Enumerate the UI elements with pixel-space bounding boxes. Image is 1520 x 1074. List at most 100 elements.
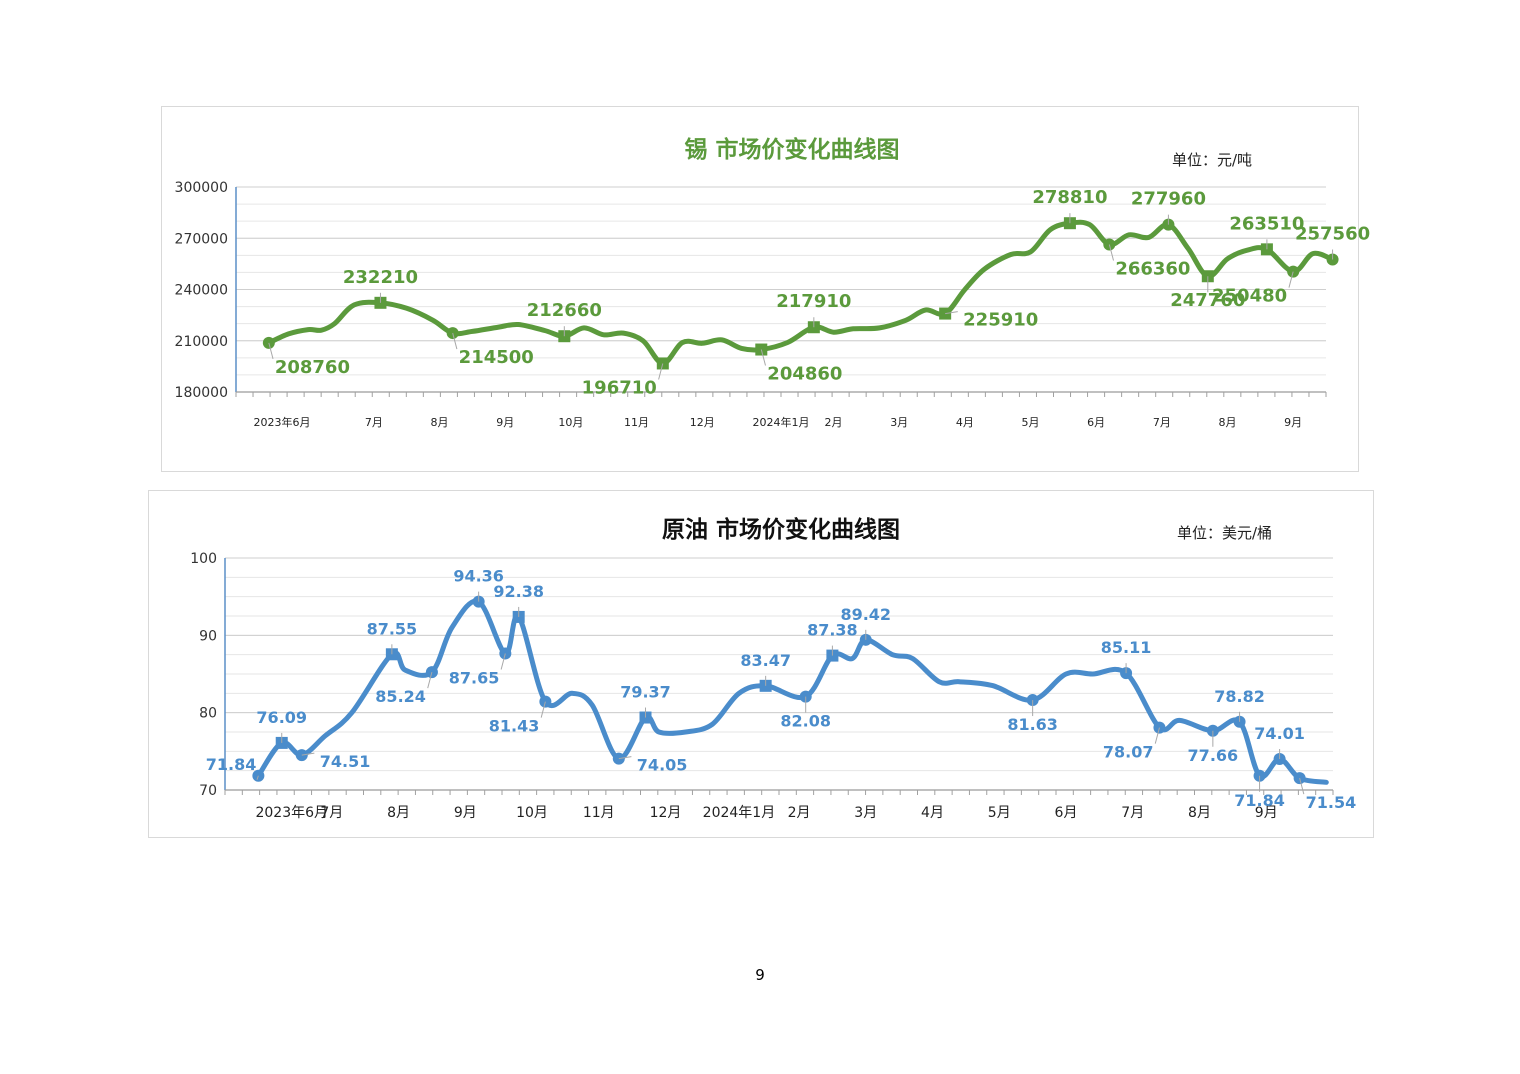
unit-label: 单位：美元/桶	[1177, 524, 1272, 542]
leader-line	[1299, 777, 1305, 795]
chart-title: 原油 市场价变化曲线图	[662, 516, 900, 543]
tin-data-label: 196710	[582, 377, 657, 398]
x-tick-label: 10月	[558, 416, 583, 429]
oil-point-circle	[1120, 667, 1133, 680]
oil-data-label: 71.54	[1306, 793, 1357, 812]
y-tick-label: 70	[199, 783, 217, 799]
tin-data-label: 278810	[1032, 187, 1107, 208]
tin-data-label: 247760	[1170, 290, 1245, 311]
x-tick-label: 9月	[1255, 805, 1278, 821]
leader-line	[427, 672, 433, 689]
tin-price-chart: 锡 市场价变化曲线图 单位：元/吨 300000 270000 240000 210000…	[161, 106, 1371, 472]
oil-data-label: 81.63	[1007, 715, 1058, 734]
x-tick-label: 2月	[825, 416, 843, 429]
tin-point-circle	[1162, 218, 1175, 231]
oil-data-label: 71.84	[206, 755, 257, 774]
tin-data-label: 214500	[459, 347, 534, 368]
leader-line	[618, 756, 632, 760]
y-tick-label: 180000	[175, 385, 228, 401]
oil-data-label: 76.09	[256, 708, 307, 727]
oil-data-label: 78.82	[1214, 687, 1265, 706]
tin-data-label: 263510	[1229, 213, 1304, 234]
x-tick-label: 7月	[365, 416, 383, 429]
tin-data-label: 232210	[343, 267, 418, 288]
oil-data-label: 85.24	[375, 687, 426, 706]
leader-line	[301, 752, 315, 756]
leader-line	[1154, 727, 1160, 744]
tin-data-label: 277960	[1131, 189, 1206, 210]
tin-data-label: 212660	[527, 300, 602, 321]
crude-oil-price-chart: 原油 市场价变化曲线图 单位：美元/桶 100 90 80 70 2023年6月 7月 8月 9月…	[148, 490, 1374, 838]
x-tick-label: 2月	[788, 805, 811, 821]
x-tick-label: 5月	[1022, 416, 1040, 429]
x-tick-label: 6月	[1055, 805, 1078, 821]
x-tick-label: 4月	[921, 805, 944, 821]
oil-data-label: 85.11	[1101, 638, 1152, 657]
x-tick-label: 3月	[890, 416, 908, 429]
x-tick-label: 7月	[320, 805, 343, 821]
oil-point-square	[639, 711, 652, 724]
oil-data-label: 87.55	[367, 619, 418, 638]
oil-data-label: 79.37	[620, 683, 671, 702]
oil-point-circle	[425, 666, 438, 679]
x-tick-label: 8月	[1219, 416, 1237, 429]
x-tick-label: 10月	[516, 805, 548, 821]
oil-data-label: 77.66	[1188, 746, 1239, 765]
x-tick-label: 7月	[1121, 805, 1144, 821]
oil-data-label: 83.47	[740, 651, 791, 670]
oil-data-label: 74.51	[320, 752, 371, 771]
leader-line	[256, 775, 259, 780]
x-tick-label: 12月	[690, 416, 715, 429]
tin-data-label: 257560	[1295, 224, 1370, 245]
leader-line	[268, 342, 274, 359]
leader-line	[658, 363, 664, 380]
oil-point-circle	[799, 690, 812, 703]
tin-point-square	[939, 307, 952, 320]
tin-chart-svg: 锡 市场价变化曲线图 单位：元/吨 300000 270000 240000 210000…	[175, 136, 1371, 429]
x-tick-label: 3月	[854, 805, 877, 821]
x-tick-label: 8月	[1188, 805, 1211, 821]
x-tick-label: 2024年1月	[703, 805, 776, 821]
oil-point-square	[385, 648, 398, 661]
y-tick-label: 80	[199, 706, 217, 722]
y-tick-label: 300000	[175, 180, 228, 196]
x-tick-label: 2023年6月	[253, 415, 310, 429]
tin-data-label: 225910	[963, 310, 1038, 331]
x-tick-label: 6月	[1087, 416, 1105, 429]
oil-data-label: 82.08	[780, 712, 831, 731]
x-tick-label: 2024年1月	[753, 415, 810, 429]
tin-data-label: 217910	[776, 291, 851, 312]
leader-line	[540, 701, 546, 718]
oil-data-label: 78.07	[1103, 743, 1154, 762]
x-tick-label: 5月	[988, 805, 1011, 821]
oil-data-label: 81.43	[489, 717, 540, 736]
leader-line	[500, 653, 506, 670]
leader-line	[1288, 271, 1294, 288]
x-tick-label: 11月	[583, 805, 615, 821]
x-tick-label: 11月	[624, 416, 649, 429]
oil-point-circle	[499, 647, 512, 660]
oil-point-circle	[252, 769, 265, 782]
x-tick-label: 8月	[387, 805, 410, 821]
chart-title: 锡 市场价变化曲线图	[684, 136, 899, 163]
y-tick-label: 90	[199, 628, 217, 644]
y-tick-label: 100	[190, 551, 217, 567]
tin-data-label: 204860	[767, 364, 842, 385]
oil-data-label: 92.38	[493, 582, 544, 601]
oil-point-square	[759, 679, 772, 692]
oil-point-circle	[1253, 769, 1266, 782]
unit-label: 单位：元/吨	[1172, 151, 1252, 169]
y-tick-label: 240000	[175, 283, 228, 299]
tin-price-line	[266, 219, 1336, 366]
y-tick-label: 270000	[175, 231, 228, 247]
x-tick-label: 7月	[1153, 416, 1171, 429]
leader-line	[760, 349, 766, 366]
oil-data-label: 94.36	[453, 567, 504, 586]
oil-data-label: 89.42	[840, 605, 891, 624]
tin-point-square	[656, 357, 669, 370]
tin-point-square	[755, 343, 768, 356]
leader-line	[1108, 244, 1114, 261]
oil-data-label: 74.05	[637, 756, 688, 775]
x-tick-label: 4月	[956, 416, 974, 429]
